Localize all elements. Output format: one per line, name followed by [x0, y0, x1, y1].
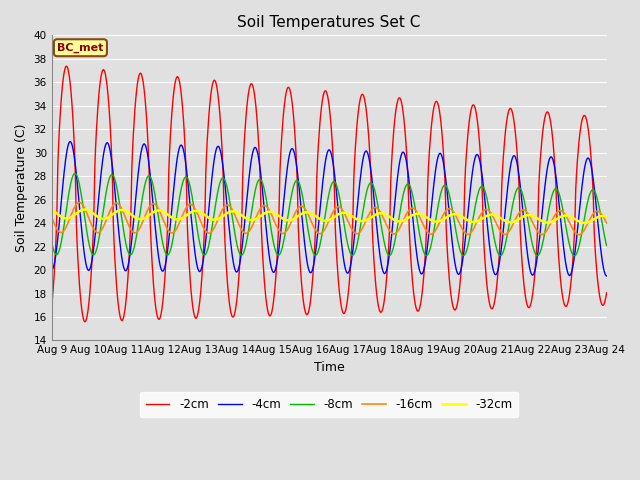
-32cm	[603, 214, 611, 220]
-2cm	[171, 81, 179, 86]
-32cm	[580, 220, 588, 226]
-8cm	[570, 253, 578, 259]
-2cm	[81, 319, 89, 324]
-16cm	[321, 226, 329, 231]
-4cm	[67, 139, 74, 144]
-8cm	[321, 212, 329, 217]
-16cm	[48, 215, 56, 220]
-8cm	[376, 211, 383, 216]
-8cm	[603, 243, 611, 249]
Line: -32cm: -32cm	[52, 209, 607, 223]
-4cm	[195, 266, 202, 272]
-4cm	[321, 159, 329, 165]
-8cm	[170, 229, 178, 235]
-16cm	[195, 212, 202, 218]
-8cm	[195, 232, 202, 238]
-8cm	[430, 228, 438, 233]
-32cm	[552, 216, 560, 222]
-16cm	[76, 200, 83, 205]
Legend: -2cm, -4cm, -8cm, -16cm, -32cm: -2cm, -4cm, -8cm, -16cm, -32cm	[140, 392, 518, 417]
-16cm	[170, 229, 178, 235]
X-axis label: Time: Time	[314, 361, 344, 374]
-32cm	[170, 216, 178, 222]
-32cm	[81, 206, 89, 212]
-32cm	[195, 208, 202, 214]
-16cm	[376, 207, 383, 213]
-32cm	[430, 218, 438, 224]
-4cm	[376, 247, 383, 252]
Y-axis label: Soil Temperature (C): Soil Temperature (C)	[15, 124, 28, 252]
-4cm	[552, 177, 560, 183]
-4cm	[170, 181, 178, 187]
-2cm	[195, 305, 203, 311]
-4cm	[48, 267, 56, 273]
Text: BC_met: BC_met	[57, 43, 104, 53]
-2cm	[48, 303, 56, 309]
-16cm	[552, 210, 560, 216]
-4cm	[430, 180, 438, 186]
Line: -2cm: -2cm	[52, 66, 607, 322]
-16cm	[430, 229, 438, 235]
Line: -16cm: -16cm	[52, 203, 607, 235]
-8cm	[48, 239, 56, 245]
-4cm	[603, 273, 611, 279]
-16cm	[575, 232, 582, 238]
-2cm	[554, 228, 561, 234]
-2cm	[322, 88, 330, 94]
Title: Soil Temperatures Set C: Soil Temperatures Set C	[237, 15, 421, 30]
-32cm	[48, 207, 56, 213]
-16cm	[603, 220, 611, 226]
Line: -8cm: -8cm	[52, 173, 607, 256]
-32cm	[376, 210, 383, 216]
Line: -4cm: -4cm	[52, 142, 607, 276]
-8cm	[71, 170, 79, 176]
-32cm	[321, 218, 329, 224]
-2cm	[63, 63, 70, 69]
-2cm	[603, 290, 611, 296]
-2cm	[431, 101, 438, 107]
-8cm	[552, 186, 560, 192]
-2cm	[376, 309, 384, 314]
